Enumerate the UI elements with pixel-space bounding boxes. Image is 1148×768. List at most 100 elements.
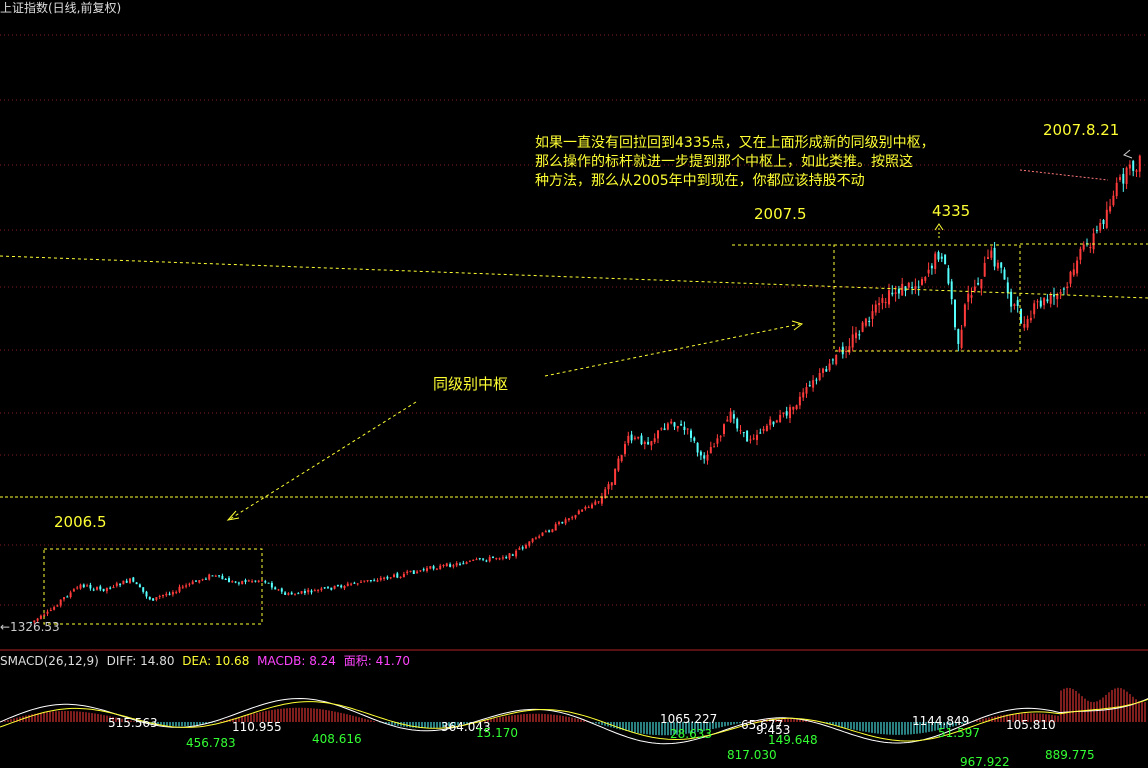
- candle-body: [650, 441, 653, 446]
- candle-body: [198, 580, 201, 583]
- candle-body: [657, 430, 659, 439]
- candle-body: [584, 506, 587, 509]
- candle-body: [303, 591, 306, 593]
- candle-body: [158, 596, 161, 598]
- macd-area-label: 817.030: [727, 748, 777, 762]
- candle-body: [178, 586, 181, 592]
- guide-lines: [0, 149, 1148, 625]
- candle-body: [284, 592, 287, 595]
- candle-body: [789, 407, 791, 419]
- candle-body: [765, 425, 768, 432]
- candle-body: [752, 438, 755, 440]
- candle-body: [356, 583, 359, 585]
- candle-body: [508, 553, 511, 559]
- candle-body: [152, 598, 155, 601]
- macd-area: 面积: 41.70: [343, 654, 410, 668]
- candle-body: [897, 288, 900, 294]
- candle-body: [822, 368, 824, 373]
- candle-body: [742, 432, 745, 434]
- macd-area-label: 9.453: [756, 723, 790, 737]
- macd-dea: DEA: 10.68: [182, 654, 250, 668]
- candle-body: [802, 392, 805, 398]
- candle-body: [703, 455, 706, 459]
- candle-body: [452, 565, 455, 567]
- candle-body: [82, 584, 85, 588]
- candle-body: [871, 311, 874, 319]
- candle-body: [884, 301, 887, 303]
- candle-body: [927, 269, 930, 274]
- candle-body: [389, 577, 392, 579]
- candle-body: [485, 560, 488, 562]
- macd-area-label: 1144.849: [912, 714, 969, 728]
- hub-box-2007: [833, 244, 1021, 352]
- candle-body: [1066, 286, 1069, 289]
- candle-body: [343, 585, 346, 589]
- candle-body: [274, 587, 277, 590]
- candle-body: [762, 428, 765, 431]
- candle-body: [76, 587, 79, 589]
- candle-body: [99, 586, 102, 590]
- candle-body: [208, 574, 211, 580]
- candle-body: [495, 558, 498, 560]
- candle-body: [630, 434, 633, 441]
- candle-body: [835, 355, 838, 365]
- candle-body: [330, 587, 333, 590]
- candle-body: [472, 559, 475, 561]
- candle-body: [858, 334, 861, 336]
- candle-body: [105, 587, 108, 592]
- candle-body: [327, 587, 329, 589]
- candle-body: [402, 573, 405, 578]
- candle-body: [1003, 269, 1006, 280]
- candle-body: [1053, 294, 1055, 297]
- candle-body: [59, 599, 62, 606]
- pointer-arrow: [791, 320, 804, 331]
- candle-body: [660, 428, 663, 430]
- candle-body: [211, 575, 214, 577]
- candle-body: [386, 576, 389, 579]
- candle-body: [442, 564, 445, 566]
- candle-body: [723, 424, 725, 435]
- hub-label: 同级别中枢: [433, 375, 509, 393]
- candle-body: [534, 537, 537, 539]
- candle-body: [818, 373, 821, 380]
- candle-body: [1072, 269, 1075, 276]
- candle-body: [663, 428, 666, 431]
- candle-body: [115, 583, 118, 586]
- candle-body: [270, 582, 273, 588]
- candle-body: [1132, 160, 1135, 171]
- candle-body: [1079, 248, 1082, 260]
- candle-body: [462, 563, 465, 565]
- candle-body: [934, 253, 937, 270]
- candle-body: [294, 594, 296, 596]
- candle-body: [317, 589, 320, 591]
- candle-body: [831, 359, 834, 361]
- candle-body: [696, 442, 699, 453]
- candle-body: [518, 548, 521, 550]
- candle-body: [336, 584, 339, 586]
- candle-body: [89, 584, 92, 589]
- candle-body: [492, 556, 494, 558]
- candle-body: [66, 596, 69, 598]
- candle-body: [1020, 309, 1022, 324]
- candle-body: [488, 557, 491, 562]
- candle-body: [1138, 155, 1141, 172]
- candle-body: [1076, 260, 1079, 274]
- candle-body: [280, 588, 283, 592]
- candle-body: [683, 426, 686, 430]
- candle-body: [132, 577, 135, 582]
- candle-body: [214, 575, 217, 577]
- candle-body: [1105, 209, 1108, 228]
- candle-body: [888, 290, 890, 305]
- candle-body: [736, 418, 739, 429]
- candle-body: [439, 565, 442, 570]
- candle-body: [185, 585, 188, 587]
- candle-body: [449, 564, 452, 567]
- candle-body: [63, 597, 65, 600]
- candle-body: [680, 424, 683, 426]
- candle-body: [874, 304, 877, 313]
- candle-body: [138, 584, 141, 588]
- candle-body: [1026, 319, 1029, 328]
- candle-body: [267, 582, 270, 584]
- candle-body: [109, 587, 112, 589]
